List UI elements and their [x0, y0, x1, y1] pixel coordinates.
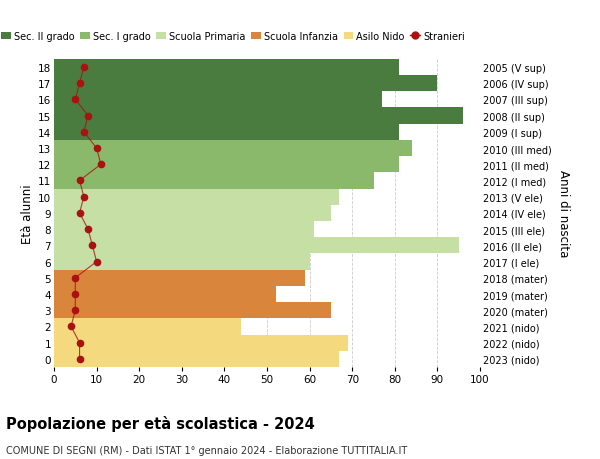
- Bar: [54, 189, 340, 205]
- Bar: [54, 254, 310, 270]
- Bar: [54, 157, 399, 173]
- Bar: [54, 270, 305, 286]
- Bar: [54, 351, 340, 367]
- Bar: [54, 76, 437, 92]
- Bar: [54, 302, 331, 319]
- Y-axis label: Età alunni: Età alunni: [21, 184, 34, 243]
- Bar: [54, 286, 275, 302]
- Bar: [54, 335, 348, 351]
- Text: COMUNE DI SEGNI (RM) - Dati ISTAT 1° gennaio 2024 - Elaborazione TUTTITALIA.IT: COMUNE DI SEGNI (RM) - Dati ISTAT 1° gen…: [6, 445, 407, 455]
- Bar: [54, 124, 399, 140]
- Bar: [54, 92, 382, 108]
- Bar: [54, 238, 459, 254]
- Bar: [54, 173, 373, 189]
- Bar: [54, 60, 399, 76]
- Bar: [54, 205, 331, 222]
- Legend: Sec. II grado, Sec. I grado, Scuola Primaria, Scuola Infanzia, Asilo Nido, Stran: Sec. II grado, Sec. I grado, Scuola Prim…: [0, 28, 469, 45]
- Bar: [54, 319, 241, 335]
- Text: Popolazione per età scolastica - 2024: Popolazione per età scolastica - 2024: [6, 415, 315, 431]
- Bar: [54, 140, 412, 157]
- Bar: [54, 222, 314, 238]
- Bar: [54, 108, 463, 124]
- Y-axis label: Anni di nascita: Anni di nascita: [557, 170, 570, 257]
